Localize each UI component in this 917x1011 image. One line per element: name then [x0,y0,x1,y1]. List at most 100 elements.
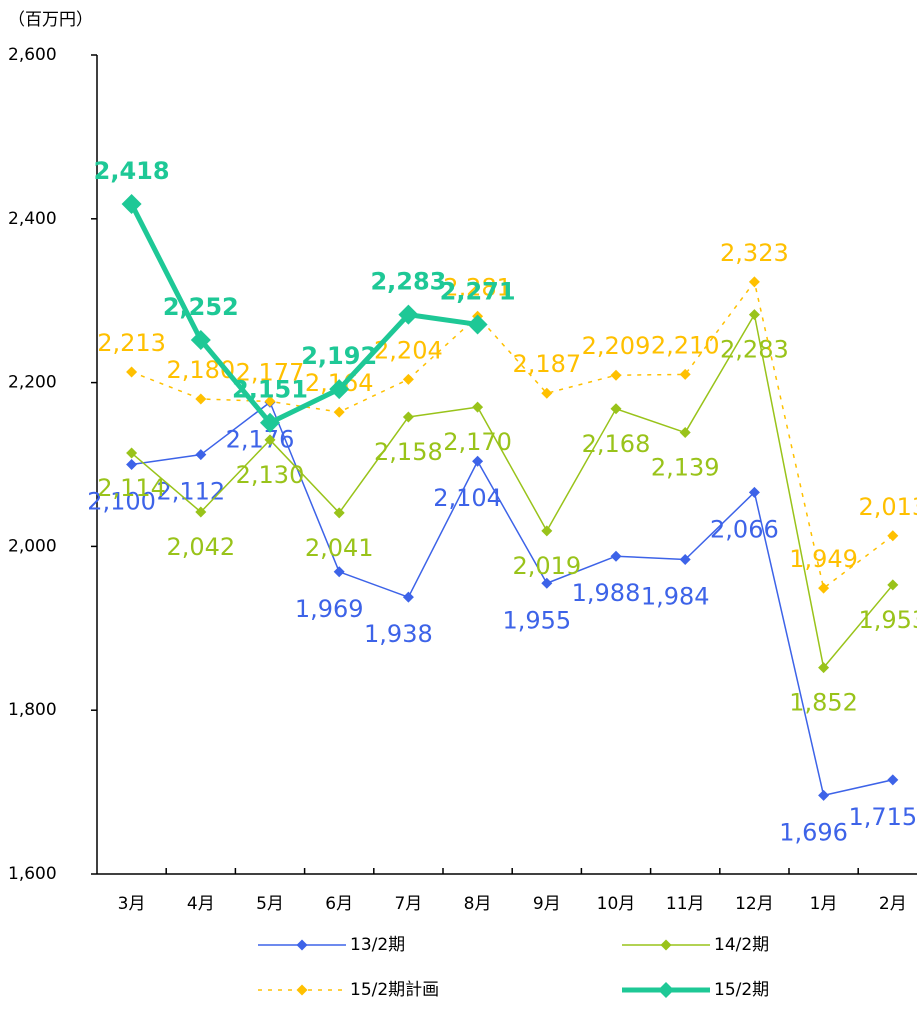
x-tick-label: 11月 [666,894,705,914]
y-tick-label: 2,000 [8,536,57,556]
point [467,314,488,335]
legend-marker [296,984,308,996]
x-tick-label: 6月 [325,894,353,914]
y-tick-label: 2,400 [8,209,57,229]
value-label: 1,955 [502,606,571,634]
point [398,304,419,325]
value-label: 2,170 [443,428,512,456]
value-label: 1,715 [848,803,917,831]
point [818,789,830,801]
x-tick-label: 3月 [118,894,146,914]
x-tick-label: 2月 [879,894,907,914]
point [887,579,899,591]
point [402,411,414,423]
value-label: 1,969 [295,595,364,623]
point [195,449,207,461]
legend-marker [658,982,674,998]
point [887,774,899,786]
point [333,507,345,519]
value-label: 1,852 [789,689,858,717]
value-label: 2,066 [710,515,779,543]
series-line [129,202,478,426]
value-label: 2,100 [87,488,156,516]
x-tick-label: 5月 [256,894,284,914]
point [748,276,760,288]
point [264,395,276,407]
point [610,369,622,381]
point [610,550,622,562]
value-label: 2,252 [163,293,239,321]
x-tick-label: 4月 [187,894,215,914]
point [121,194,142,215]
x-tick-label: 1月 [810,894,838,914]
value-label: 2,114 [97,474,166,502]
x-tick-label: 12月 [735,894,774,914]
point [679,427,691,439]
x-tick-label: 8月 [464,894,492,914]
value-label: 2,210 [651,331,720,359]
legend-label: 15/2期 [714,980,769,1000]
point [472,455,484,467]
value-label: 1,696 [779,818,848,846]
point [402,591,414,603]
legend-label: 13/2期 [350,935,405,955]
y-tick-label: 2,200 [8,373,57,393]
legend-label: 15/2期計画 [350,980,439,1000]
y-tick-label: 2,600 [8,45,57,65]
value-label: 2,176 [226,425,295,453]
value-label: 1,949 [789,545,858,573]
point [195,393,207,405]
point [679,554,691,566]
legend-label: 14/2期 [714,935,769,955]
legend-marker [660,939,672,951]
point [126,366,138,378]
series-line [131,281,894,589]
value-label: 2,177 [236,358,305,386]
value-label: 2,283 [720,336,789,364]
value-label: 1,938 [364,620,433,648]
value-label: 2,283 [370,268,446,296]
value-label: 2,139 [651,454,720,482]
point [126,459,138,470]
point [333,566,345,578]
point [748,309,760,321]
point [541,387,553,399]
value-label: 2,281 [443,273,512,301]
point [260,412,280,433]
value-label: 2,271 [440,277,516,305]
value-label: 2,168 [582,430,651,458]
value-label: 2,209 [582,332,651,360]
value-label: 2,158 [374,438,443,466]
series-line [131,313,894,669]
y-tick-label: 1,600 [8,864,57,884]
value-label: 2,104 [433,484,502,512]
point [190,330,211,351]
value-label: 2,041 [305,534,374,562]
point [541,525,553,537]
value-label: 2,042 [166,533,235,561]
legend-marker [296,939,308,951]
value-label: 2,112 [156,478,225,506]
point [472,401,484,413]
point [818,662,830,674]
y-axis-label: （百万円） [8,10,93,30]
point [333,406,345,418]
value-label: 1,988 [572,579,641,607]
point [402,373,414,385]
value-label: 1,953 [858,606,917,634]
value-label: 2,187 [512,350,581,378]
value-label: 2,213 [97,329,166,357]
point [329,379,350,400]
value-label: 2,130 [236,461,305,489]
x-tick-label: 7月 [394,894,422,914]
point [610,403,622,415]
value-label: 2,013 [858,493,917,521]
value-label: 2,192 [301,342,377,370]
value-label: 2,418 [94,157,170,185]
y-tick-label: 1,800 [8,700,57,720]
point [679,368,691,380]
point [887,530,899,542]
point [541,577,553,589]
